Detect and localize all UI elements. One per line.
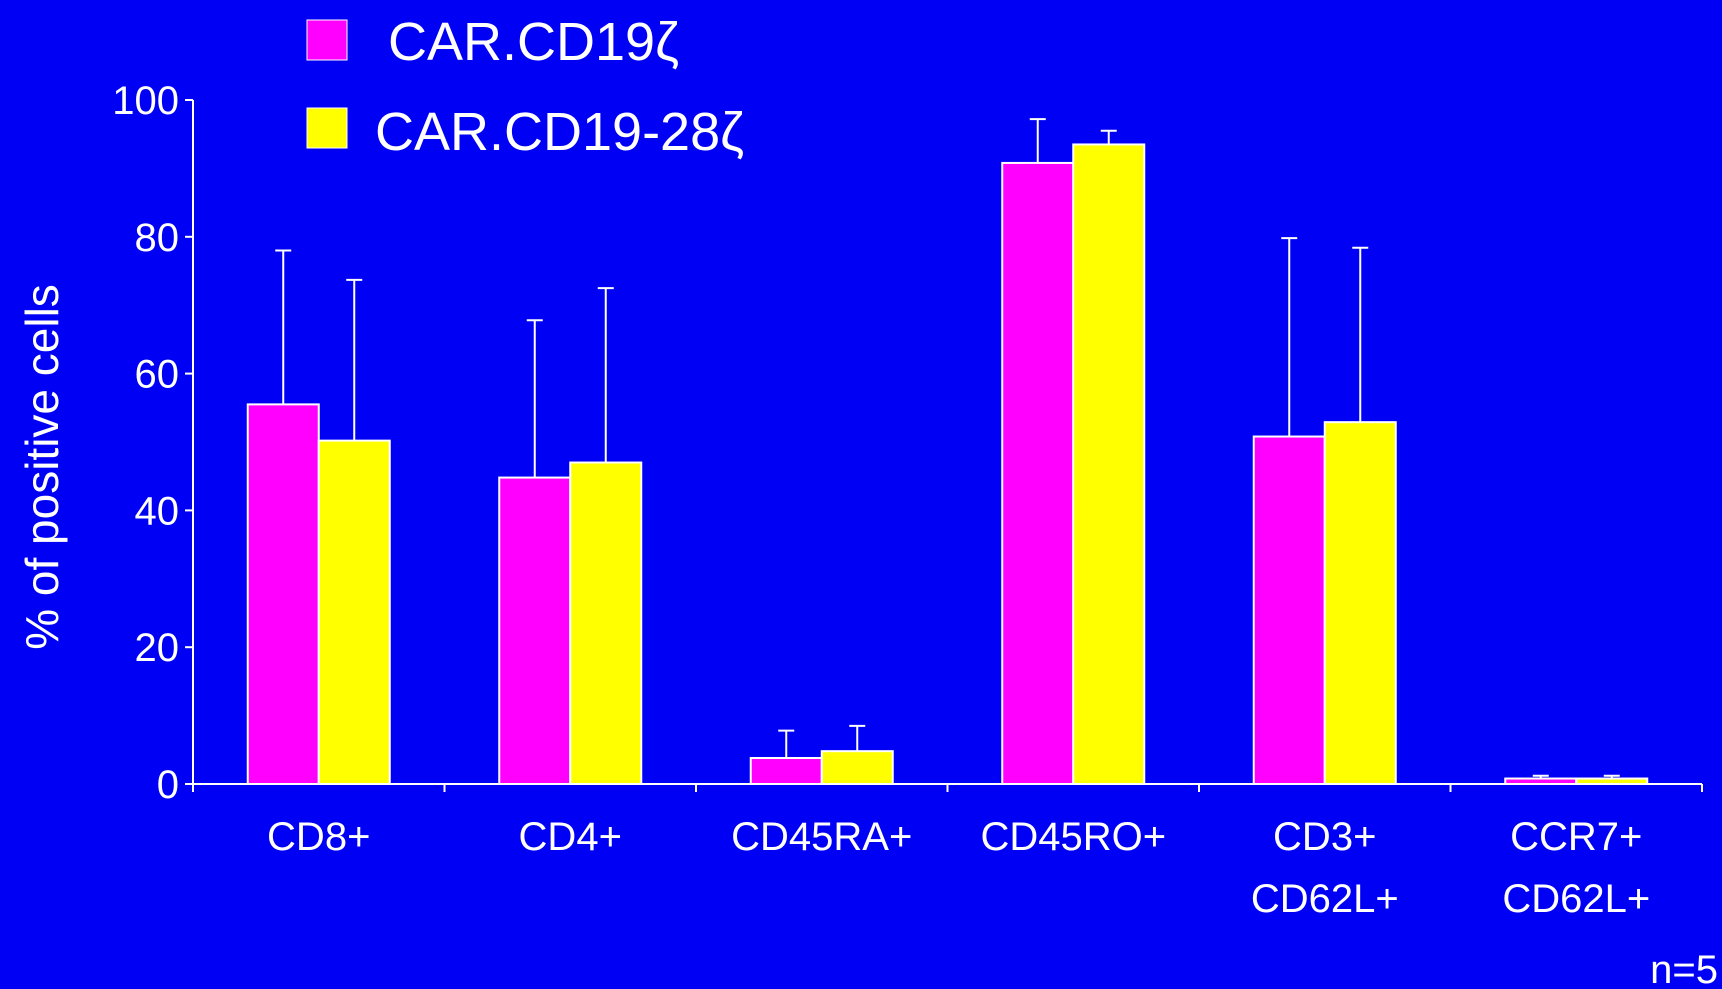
- bar-series-1-cat-3: [1072, 143, 1146, 785]
- x-category-label: CD45RA+: [731, 815, 912, 859]
- bars-layer: [246, 143, 1649, 786]
- legend: CAR.CD19ζ CAR.CD19-28ζ: [306, 12, 744, 162]
- bar-series-0-cat-4: [1252, 435, 1326, 785]
- legend-swatch-car-cd19z: [306, 19, 348, 61]
- x-category-label: CD8+: [267, 815, 370, 859]
- y-axis-label: % of positive cells: [16, 284, 68, 650]
- bar-series-0-cat-0: [246, 403, 320, 785]
- bar-series-1-cat-4: [1323, 421, 1397, 785]
- axes-layer: [192, 100, 1702, 785]
- y-tick-label: 40: [135, 489, 180, 533]
- x-category-label: CD62L+: [1251, 877, 1399, 921]
- y-tick-label: 80: [135, 216, 180, 260]
- legend-label-car-cd19z: CAR.CD19ζ: [388, 12, 679, 72]
- legend-swatch-car-cd19-28z: [306, 107, 348, 149]
- x-category-label: CD45RO+: [980, 815, 1166, 859]
- bar-series-1-cat-2: [820, 750, 894, 786]
- y-tick-label: 20: [135, 626, 180, 670]
- bar-series-1-cat-0: [317, 439, 391, 785]
- y-ticks-layer: 0 20 40 60 80 100: [112, 79, 193, 807]
- y-tick-label: 100: [112, 79, 179, 123]
- bar-series-0-cat-3: [1001, 161, 1075, 786]
- x-category-label: CD62L+: [1502, 877, 1650, 921]
- x-category-label: CD4+: [519, 815, 622, 859]
- bar-series-0-cat-1: [498, 476, 572, 785]
- bar-series-0-cat-2: [749, 757, 823, 785]
- error-bars-layer: [275, 118, 1620, 779]
- x-category-label: CD3+: [1273, 815, 1376, 859]
- legend-label-car-cd19-28z: CAR.CD19-28ζ: [375, 102, 744, 162]
- x-category-label: CCR7+: [1510, 815, 1642, 859]
- x-ticks-layer: CD8+ CD4+ CD45RA+ CD45RO+ CD3+ CD62L+ CCR7+ CD6…: [192, 784, 1703, 921]
- bar-series-1-cat-1: [569, 461, 643, 785]
- y-tick-label: 60: [135, 353, 180, 397]
- sample-size-note: n=5: [1650, 948, 1718, 989]
- y-tick-label: 0: [157, 763, 179, 807]
